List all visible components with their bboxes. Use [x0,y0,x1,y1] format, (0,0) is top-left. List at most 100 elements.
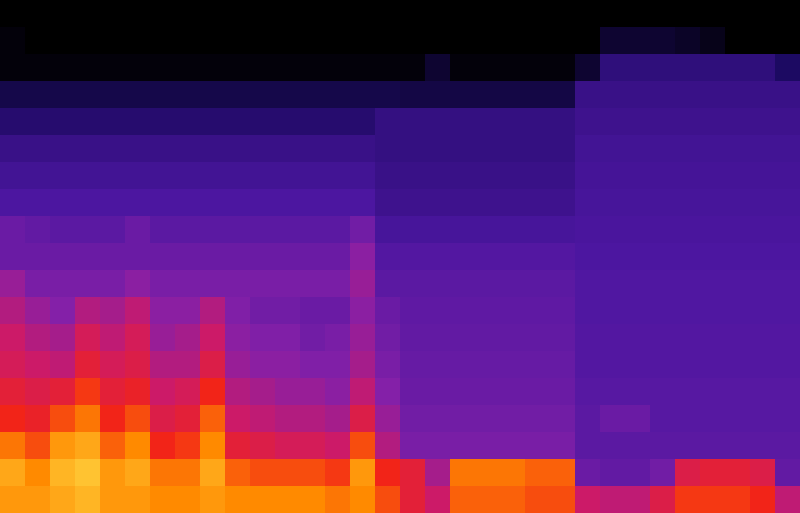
cell [600,405,626,433]
cell [450,378,476,406]
cell [625,0,651,28]
cell [575,27,601,55]
cell [750,351,776,379]
cell [475,270,501,298]
cell [750,135,776,163]
cell [550,216,576,244]
cell [725,216,751,244]
cell [275,378,301,406]
cell [450,108,476,136]
cell [0,162,26,190]
cell [500,243,526,271]
spectrogram [0,0,800,513]
cell [125,243,151,271]
cell [700,216,726,244]
cell [600,54,626,82]
cell [525,189,551,217]
cell [775,324,800,352]
cell [325,243,351,271]
cell [125,405,151,433]
cell [225,108,251,136]
cell [525,297,551,325]
cell [25,297,51,325]
cell [25,270,51,298]
cell [250,108,276,136]
cell [425,351,451,379]
cell [650,108,676,136]
cell [225,162,251,190]
cell [600,351,626,379]
cell [300,54,326,82]
cell [700,459,726,487]
cell [400,459,426,487]
cell [100,108,126,136]
cell [200,0,226,28]
cell [500,54,526,82]
cell [650,162,676,190]
cell [675,162,701,190]
cell [400,54,426,82]
cell [100,162,126,190]
cell [100,216,126,244]
cell [250,297,276,325]
cell [675,405,701,433]
cell [775,162,800,190]
cell [200,297,226,325]
cell [425,459,451,487]
cell [400,486,426,513]
cell [125,0,151,28]
cell [375,432,401,460]
cell [625,189,651,217]
cell [75,351,101,379]
cell [425,162,451,190]
cell [100,324,126,352]
cell [375,324,401,352]
cell [50,486,76,513]
cell [225,54,251,82]
cell [325,0,351,28]
cell [225,459,251,487]
cell [500,216,526,244]
cell [425,297,451,325]
cell [550,351,576,379]
cell [175,459,201,487]
cell [775,216,800,244]
cell [25,243,51,271]
cell [675,243,701,271]
cell [675,81,701,109]
cell [650,405,676,433]
cell [475,405,501,433]
cell [450,270,476,298]
cell [375,189,401,217]
cell [625,81,651,109]
cell [600,432,626,460]
cell [475,432,501,460]
cell [325,324,351,352]
cell [475,459,501,487]
cell [350,189,376,217]
cell [100,81,126,109]
cell [750,270,776,298]
cell [700,486,726,513]
cell [400,405,426,433]
cell [775,108,800,136]
cell [500,0,526,28]
cell [200,378,226,406]
cell [200,189,226,217]
cell [750,189,776,217]
cell [350,297,376,325]
cell [575,108,601,136]
cell [75,378,101,406]
cell [75,297,101,325]
cell [525,351,551,379]
cell [450,351,476,379]
cell [200,81,226,109]
cell [600,459,626,487]
cell [225,405,251,433]
cell [525,405,551,433]
cell [750,486,776,513]
cell [250,378,276,406]
cell [275,297,301,325]
cell [100,270,126,298]
cell [300,405,326,433]
